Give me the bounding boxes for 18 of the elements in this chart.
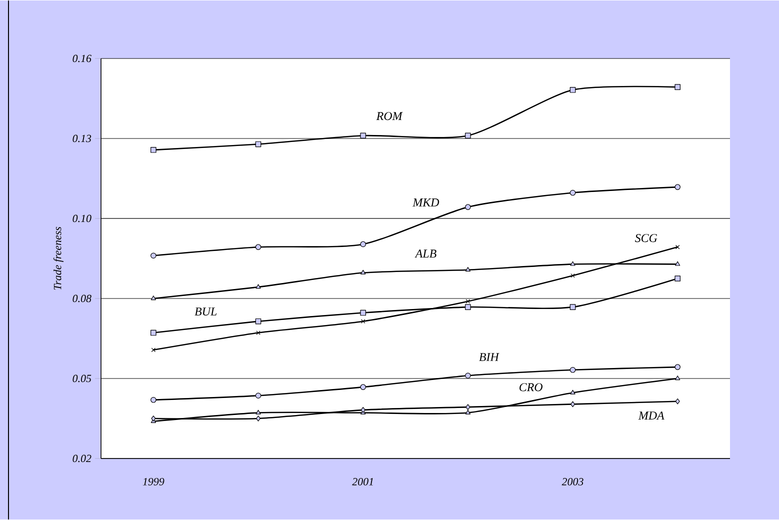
series-label: MKD (412, 198, 440, 206)
y-tick-label: 0.16 (72, 54, 92, 62)
series-label: MDA (638, 412, 664, 420)
y-tick-label: 0.10 (72, 214, 92, 222)
series-label: BIH (479, 353, 500, 361)
x-tick-label: 2001 (352, 478, 373, 486)
series-label: CRO (520, 383, 543, 392)
y-tick-label: 0.08 (72, 294, 92, 302)
x-tick-label: 2003 (562, 478, 584, 486)
y-tick-label: 0.02 (72, 454, 92, 462)
y-tick-label: 0.05 (72, 374, 92, 382)
series-label: BUL (194, 308, 217, 316)
series-label: ALB (414, 250, 436, 258)
x-tick-label: 1999 (142, 478, 164, 486)
series-label: SCG (634, 234, 658, 242)
y-tick-label: 0.13 (72, 134, 92, 142)
y-axis-title: Trade freeness (53, 226, 64, 290)
series-label: ROM (376, 112, 403, 120)
